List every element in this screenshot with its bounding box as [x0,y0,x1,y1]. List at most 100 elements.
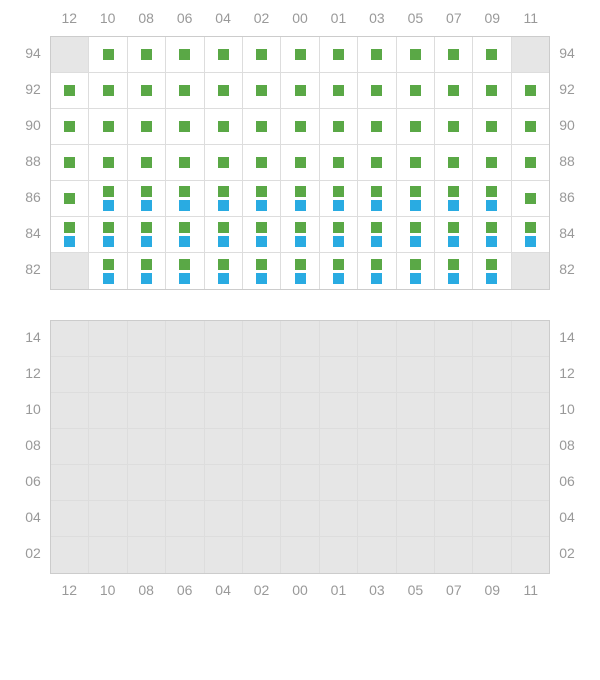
grid-cell[interactable] [243,537,281,573]
grid-cell[interactable] [205,501,243,537]
grid-cell[interactable] [128,37,166,73]
grid-cell[interactable] [281,537,319,573]
grid-cell[interactable] [473,429,511,465]
grid-cell[interactable] [128,145,166,181]
grid-cell[interactable] [243,217,281,253]
grid-cell[interactable] [320,501,358,537]
grid-cell[interactable] [473,537,511,573]
grid-cell[interactable] [281,501,319,537]
grid-cell[interactable] [243,181,281,217]
grid-cell[interactable] [435,393,473,429]
grid-cell[interactable] [397,109,435,145]
grid-cell[interactable] [281,429,319,465]
grid-cell[interactable] [243,145,281,181]
grid-cell[interactable] [435,465,473,501]
grid-cell[interactable] [435,429,473,465]
grid-cell[interactable] [128,109,166,145]
grid-cell[interactable] [128,73,166,109]
grid-cell[interactable] [51,73,89,109]
grid-cell[interactable] [358,393,396,429]
grid-cell[interactable] [512,501,549,537]
grid-cell[interactable] [358,253,396,289]
grid-cell[interactable] [205,181,243,217]
grid-cell[interactable] [51,465,89,501]
grid-cell[interactable] [166,181,204,217]
grid-cell[interactable] [320,465,358,501]
grid-cell[interactable] [243,253,281,289]
grid-cell[interactable] [320,357,358,393]
grid-cell[interactable] [128,357,166,393]
grid-cell[interactable] [281,465,319,501]
grid-cell[interactable] [397,181,435,217]
grid-cell[interactable] [205,465,243,501]
grid-cell[interactable] [358,145,396,181]
grid-cell[interactable] [473,217,511,253]
grid-cell[interactable] [473,357,511,393]
grid-cell[interactable] [51,109,89,145]
grid-cell[interactable] [397,537,435,573]
grid-cell[interactable] [397,429,435,465]
grid-cell[interactable] [166,537,204,573]
grid-cell[interactable] [166,357,204,393]
grid-cell[interactable] [205,429,243,465]
grid-cell[interactable] [435,357,473,393]
grid-cell[interactable] [51,37,89,73]
grid-cell[interactable] [205,357,243,393]
grid-cell[interactable] [435,253,473,289]
grid-cell[interactable] [397,357,435,393]
grid-cell[interactable] [473,109,511,145]
grid-cell[interactable] [512,217,549,253]
grid-cell[interactable] [512,393,549,429]
grid-cell[interactable] [397,73,435,109]
grid-cell[interactable] [397,393,435,429]
grid-cell[interactable] [128,501,166,537]
grid-cell[interactable] [397,465,435,501]
grid-cell[interactable] [358,321,396,357]
grid-cell[interactable] [281,321,319,357]
grid-cell[interactable] [473,37,511,73]
grid-cell[interactable] [358,537,396,573]
grid-cell[interactable] [358,501,396,537]
grid-cell[interactable] [281,73,319,109]
grid-cell[interactable] [473,393,511,429]
grid-cell[interactable] [397,37,435,73]
grid-cell[interactable] [166,393,204,429]
grid-cell[interactable] [89,109,127,145]
grid-cell[interactable] [89,73,127,109]
grid-cell[interactable] [473,321,511,357]
grid-cell[interactable] [435,501,473,537]
grid-cell[interactable] [320,73,358,109]
grid-cell[interactable] [397,501,435,537]
grid-cell[interactable] [89,37,127,73]
grid-cell[interactable] [320,253,358,289]
grid-cell[interactable] [320,181,358,217]
grid-cell[interactable] [358,37,396,73]
grid-cell[interactable] [281,37,319,73]
grid-cell[interactable] [281,357,319,393]
grid-cell[interactable] [51,537,89,573]
grid-cell[interactable] [473,73,511,109]
grid-cell[interactable] [435,537,473,573]
grid-cell[interactable] [512,181,549,217]
grid-cell[interactable] [89,429,127,465]
grid-cell[interactable] [205,537,243,573]
grid-cell[interactable] [435,109,473,145]
grid-cell[interactable] [473,501,511,537]
grid-cell[interactable] [128,321,166,357]
grid-cell[interactable] [512,37,549,73]
grid-cell[interactable] [320,393,358,429]
grid-cell[interactable] [435,73,473,109]
grid-cell[interactable] [435,37,473,73]
grid-cell[interactable] [358,109,396,145]
grid-cell[interactable] [89,357,127,393]
grid-cell[interactable] [473,145,511,181]
grid-cell[interactable] [358,73,396,109]
grid-cell[interactable] [358,357,396,393]
grid-cell[interactable] [205,37,243,73]
grid-cell[interactable] [128,217,166,253]
grid-cell[interactable] [51,321,89,357]
grid-cell[interactable] [320,109,358,145]
grid-cell[interactable] [397,253,435,289]
grid-cell[interactable] [205,321,243,357]
grid-cell[interactable] [51,357,89,393]
